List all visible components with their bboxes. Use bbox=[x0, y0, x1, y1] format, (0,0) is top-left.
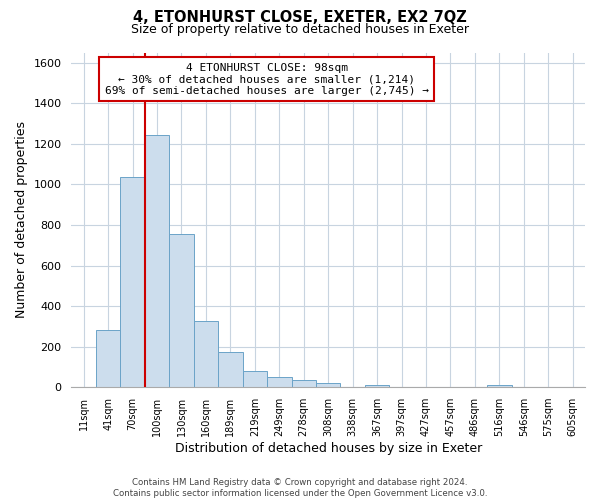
Bar bbox=[316, 383, 340, 387]
Bar bbox=[169, 234, 194, 387]
Y-axis label: Number of detached properties: Number of detached properties bbox=[15, 122, 28, 318]
Text: 4, ETONHURST CLOSE, EXETER, EX2 7QZ: 4, ETONHURST CLOSE, EXETER, EX2 7QZ bbox=[133, 10, 467, 25]
Text: Size of property relative to detached houses in Exeter: Size of property relative to detached ho… bbox=[131, 22, 469, 36]
Bar bbox=[194, 322, 218, 387]
Bar bbox=[292, 380, 316, 387]
Bar bbox=[365, 385, 389, 387]
Bar bbox=[487, 385, 512, 387]
Bar bbox=[218, 352, 242, 387]
Bar bbox=[145, 134, 169, 387]
Bar bbox=[96, 330, 121, 387]
Bar bbox=[121, 178, 145, 387]
Bar bbox=[242, 371, 267, 387]
Text: Contains HM Land Registry data © Crown copyright and database right 2024.
Contai: Contains HM Land Registry data © Crown c… bbox=[113, 478, 487, 498]
Bar bbox=[267, 377, 292, 387]
X-axis label: Distribution of detached houses by size in Exeter: Distribution of detached houses by size … bbox=[175, 442, 482, 455]
Text: 4 ETONHURST CLOSE: 98sqm
← 30% of detached houses are smaller (1,214)
69% of sem: 4 ETONHURST CLOSE: 98sqm ← 30% of detach… bbox=[104, 62, 428, 96]
